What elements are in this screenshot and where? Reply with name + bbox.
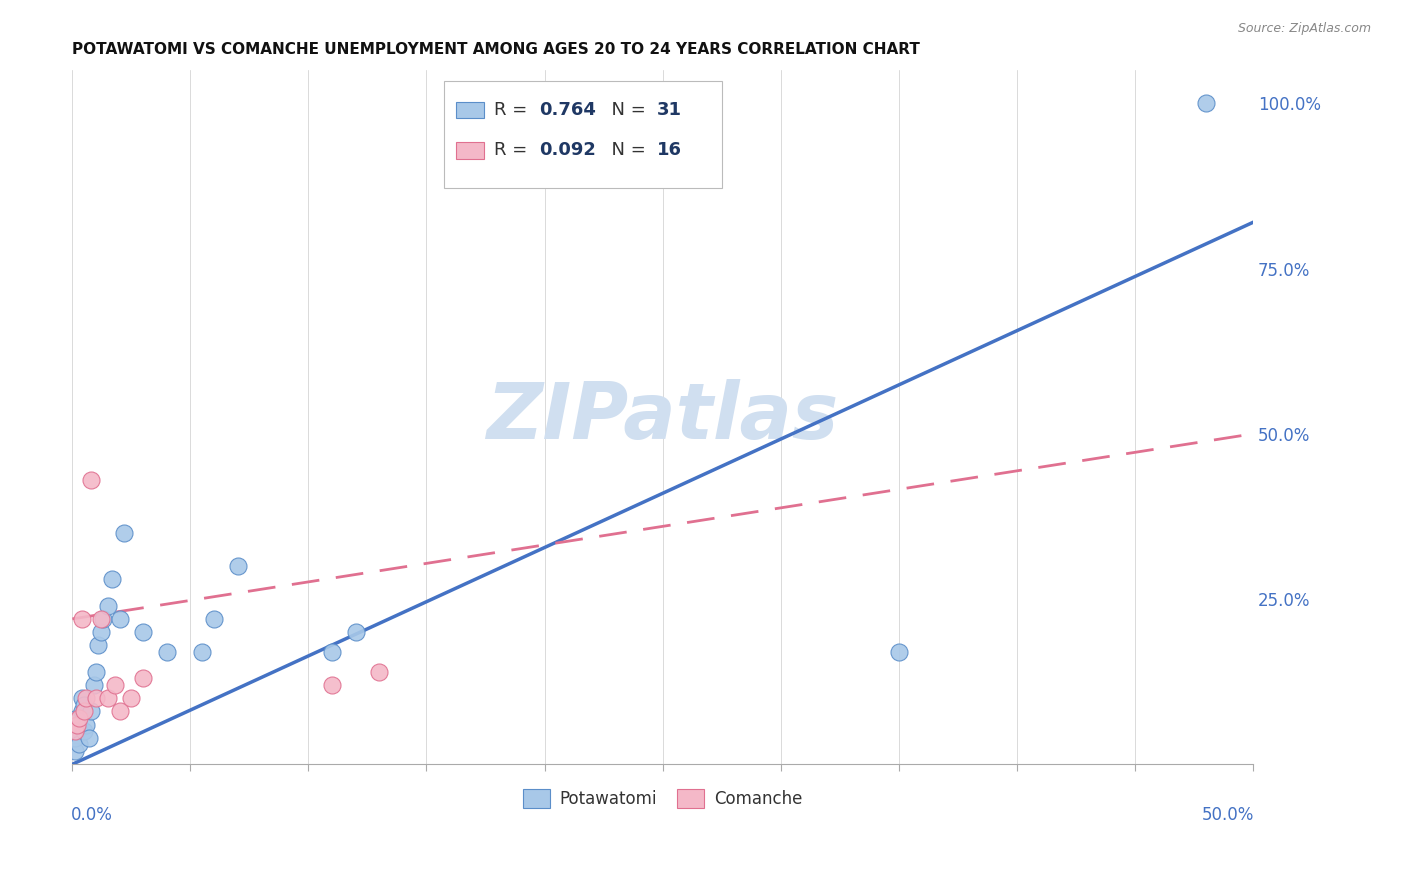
Point: [66, 724, 89, 739]
Point: [63, 731, 86, 745]
Text: 0.0%: 0.0%: [72, 805, 112, 824]
Text: 31: 31: [657, 101, 682, 119]
Point: [97, 599, 120, 613]
FancyBboxPatch shape: [456, 142, 484, 159]
Point: [70, 691, 93, 706]
Text: 50.0%: 50.0%: [1202, 805, 1254, 824]
Point: [226, 559, 249, 574]
Point: [368, 665, 391, 679]
Point: [112, 526, 135, 541]
Point: [66, 711, 89, 725]
Point: [84, 665, 107, 679]
Point: [108, 612, 131, 626]
Point: [321, 678, 343, 692]
Point: [91, 612, 114, 626]
Point: [87, 638, 110, 652]
Point: [67, 738, 90, 752]
Text: N =: N =: [600, 101, 651, 119]
Point: [77, 731, 100, 745]
Text: Source: ZipAtlas.com: Source: ZipAtlas.com: [1237, 22, 1371, 36]
Legend: Potawatomi, Comanche: Potawatomi, Comanche: [516, 782, 808, 815]
Text: 0.092: 0.092: [538, 141, 596, 159]
Point: [80, 473, 103, 487]
Point: [63, 724, 86, 739]
Text: R =: R =: [494, 101, 533, 119]
FancyBboxPatch shape: [456, 102, 484, 119]
Point: [80, 705, 103, 719]
Point: [887, 645, 910, 659]
Point: [73, 724, 96, 739]
Point: [76, 717, 98, 731]
Point: [191, 645, 214, 659]
Point: [70, 612, 93, 626]
Point: [67, 717, 90, 731]
Point: [73, 705, 96, 719]
Point: [83, 678, 105, 692]
Text: R =: R =: [494, 141, 533, 159]
Text: ZIPatlas: ZIPatlas: [486, 379, 839, 455]
Point: [90, 625, 112, 640]
Point: [104, 678, 127, 692]
Point: [63, 744, 86, 758]
Point: [132, 625, 155, 640]
Point: [73, 698, 96, 712]
Point: [76, 691, 98, 706]
Point: [66, 717, 89, 731]
Point: [101, 572, 124, 586]
Point: [202, 612, 225, 626]
Point: [70, 705, 93, 719]
Point: [321, 645, 343, 659]
Text: 0.764: 0.764: [538, 101, 596, 119]
Point: [1194, 96, 1216, 111]
Point: [67, 711, 90, 725]
Point: [156, 645, 179, 659]
Point: [120, 691, 142, 706]
Text: N =: N =: [600, 141, 651, 159]
Point: [132, 671, 155, 685]
Point: [84, 691, 107, 706]
FancyBboxPatch shape: [444, 81, 721, 188]
Point: [97, 691, 120, 706]
Text: 16: 16: [657, 141, 682, 159]
Point: [90, 612, 112, 626]
Point: [344, 625, 367, 640]
Point: [108, 705, 131, 719]
Text: POTAWATOMI VS COMANCHE UNEMPLOYMENT AMONG AGES 20 TO 24 YEARS CORRELATION CHART: POTAWATOMI VS COMANCHE UNEMPLOYMENT AMON…: [72, 42, 920, 57]
